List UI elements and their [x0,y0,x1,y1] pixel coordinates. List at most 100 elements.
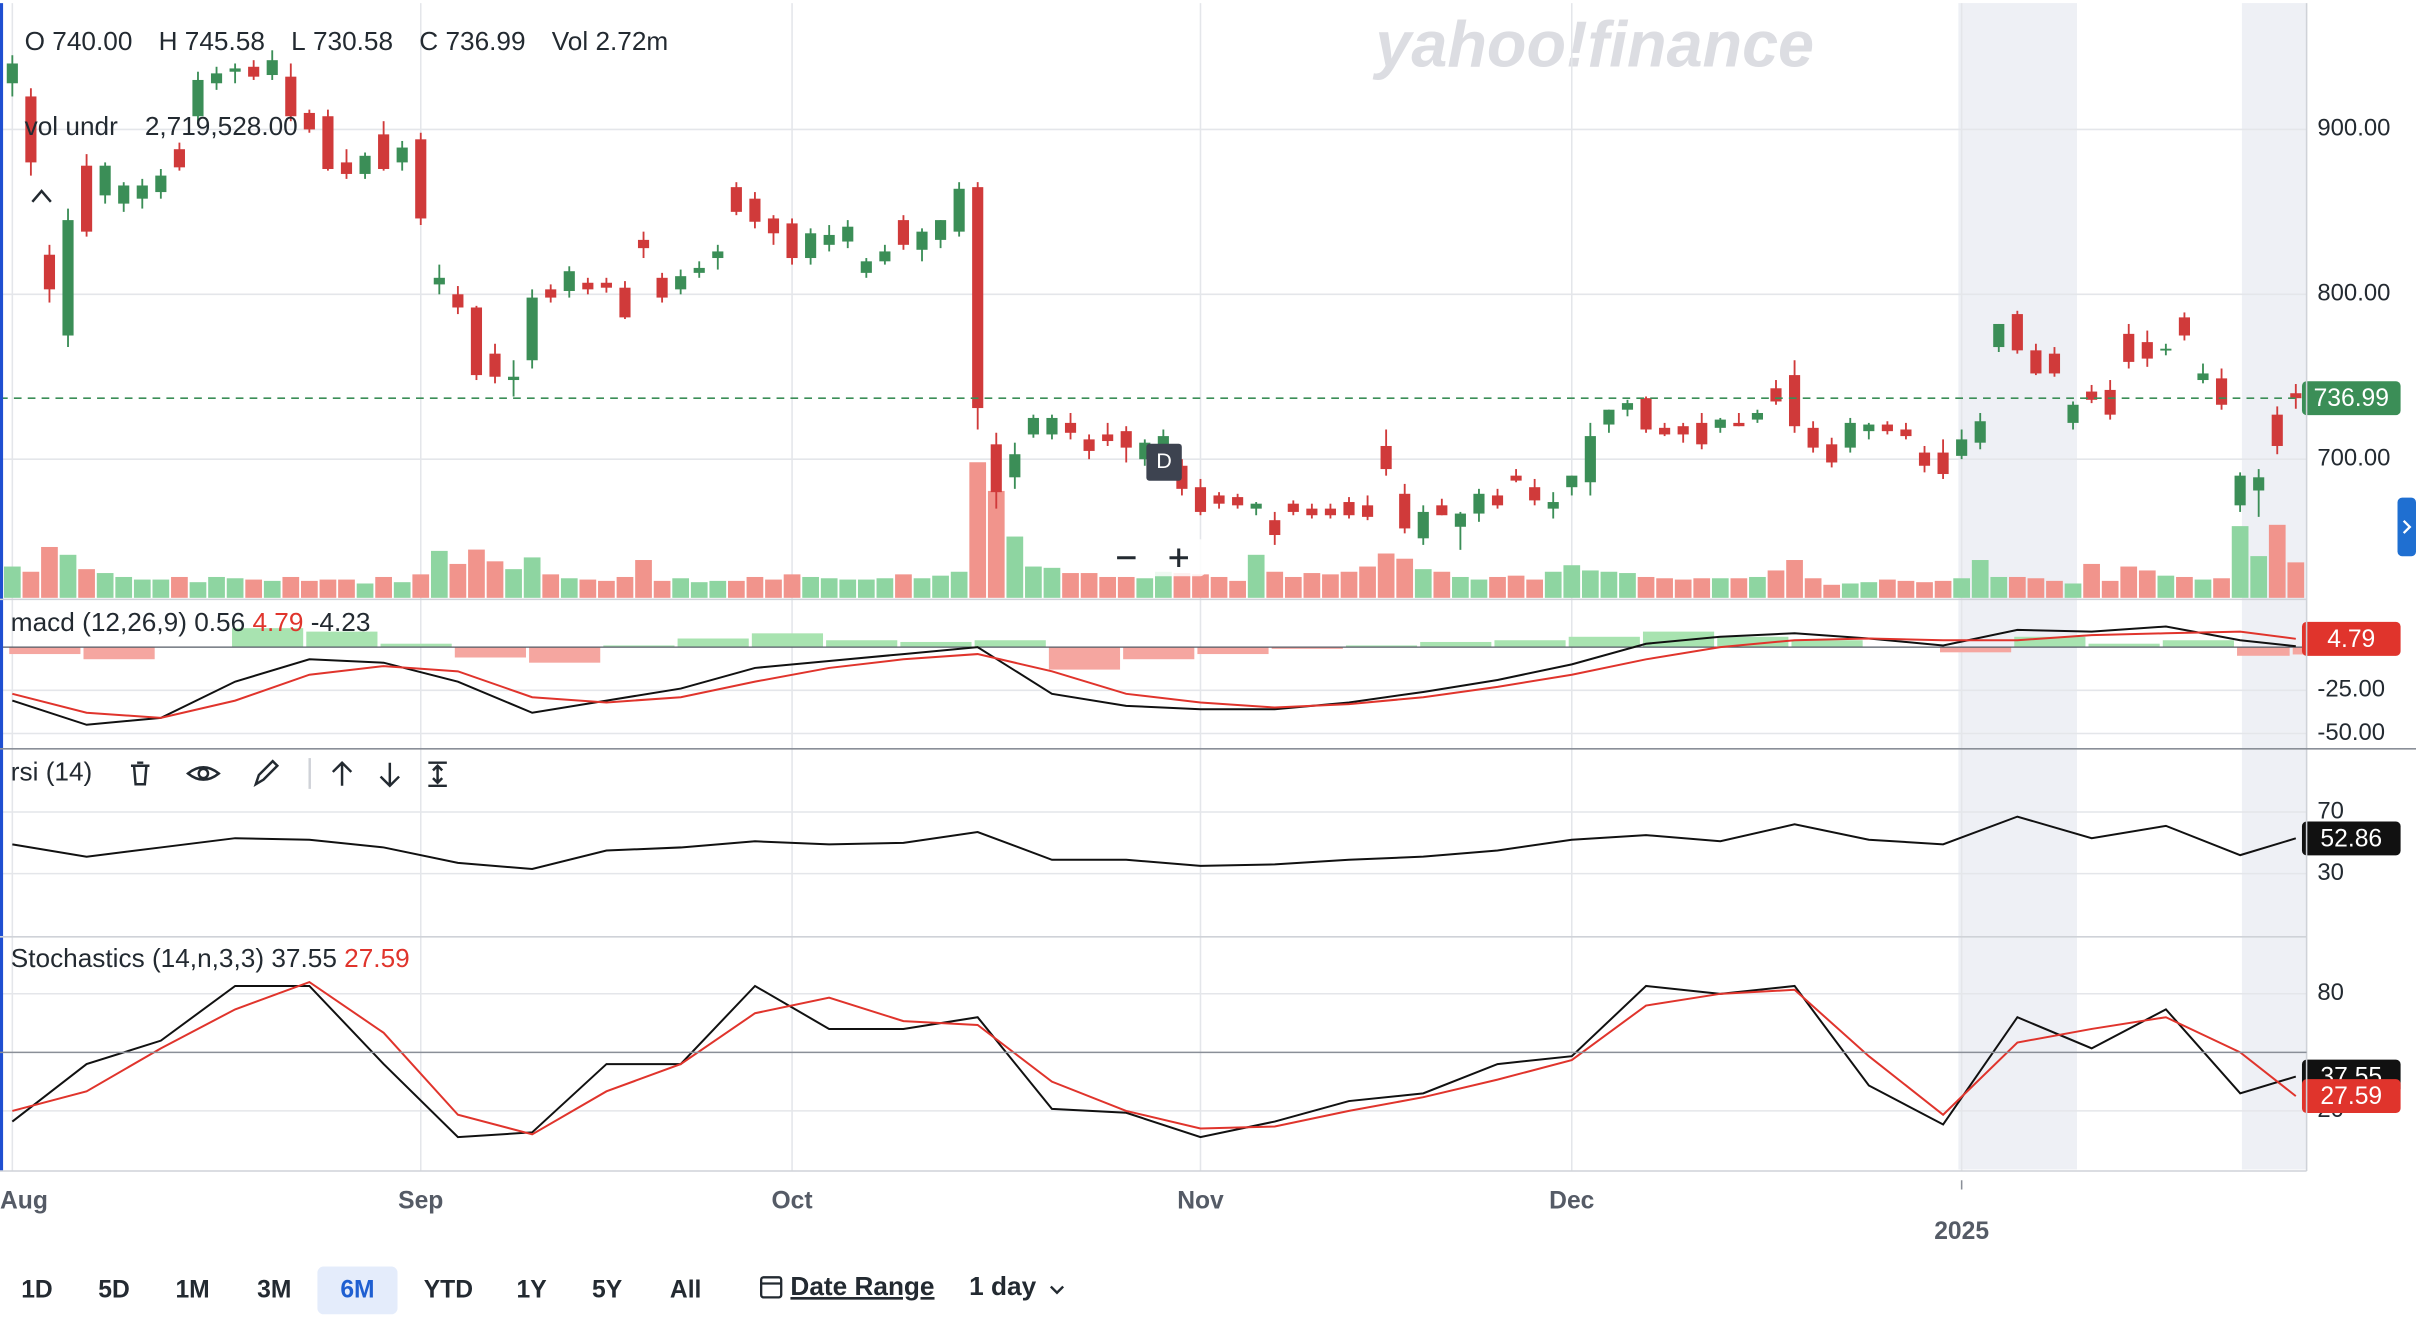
candle-body [1956,439,1968,456]
volume-bar [2064,583,2082,598]
volume-bar [2008,576,2026,598]
maximize-icon[interactable] [428,761,447,788]
legend-label: C [419,26,438,56]
range-button[interactable]: 3M [257,1277,291,1304]
histogram-bar [2292,647,2309,655]
range-button[interactable]: 6M [340,1277,374,1304]
candle-body [1993,323,2005,348]
candle-body [1881,424,1893,432]
ohlc-legend-text: O 740.00 H 745.58 L 730.58 C 736.99 Vol … [25,26,669,56]
candle-body [2067,404,2079,423]
volume-bar [226,578,244,598]
indicator-legend: Stochastics (14,n,3,3) 37.55 27.59 [11,943,410,973]
volume-bar [1953,578,1971,598]
candle-body [879,251,891,262]
candle-body [675,276,687,290]
event-marker[interactable] [1146,443,1182,481]
volume-bar [2176,576,2193,598]
volume-bar [1581,570,1599,598]
candle-body [2271,414,2283,446]
volume-bar [1693,578,1711,598]
volume-bar [1080,573,1098,598]
volume-bar [542,574,560,598]
candle-body [730,187,742,212]
range-button[interactable]: 5D [98,1277,130,1304]
candle-body [1287,503,1299,512]
volume-bar [1377,553,1395,598]
range-button[interactable]: 1M [175,1277,209,1304]
range-button[interactable]: 1Y [517,1277,548,1304]
watermark: yahoo!finance [1372,7,1814,80]
visibility-icon[interactable] [186,766,221,781]
candle-body [1027,417,1039,435]
interval-selector[interactable]: 1 day [969,1271,1036,1301]
volume-bar [1340,571,1358,598]
candle-body [1417,511,1429,539]
legend-value: 736.99 [445,26,525,56]
side-panel-tab[interactable] [2397,497,2416,557]
candle-body [285,76,297,117]
candle-body [990,444,1002,493]
candle-body [1510,475,1522,481]
volume-bar [375,576,392,598]
range-button[interactable]: 1D [21,1277,53,1304]
candle-body [545,289,557,298]
zoom-in[interactable] [1169,548,1188,568]
volume-bar [1210,576,1228,598]
volume-bar [2157,575,2175,598]
date-range-button[interactable]: Date Range [790,1271,934,1301]
range-button[interactable]: 5Y [592,1277,623,1304]
collapse-icon[interactable] [31,189,52,203]
indicator-line [12,630,2296,719]
histogram-bar [1568,636,1640,648]
histogram-bar [306,631,378,648]
candle-body [1176,465,1188,489]
indicator-line [12,625,2296,726]
volume-bar [1470,579,1488,598]
y-tick-label: 80 [2317,979,2344,1006]
indicator-legend: macd (12,26,9) 0.56 4.79 -4.23 [11,607,371,637]
candle-body [823,234,835,245]
volume-bar [1062,573,1079,598]
volume-bar [1879,579,1896,598]
value-tag-label: 27.59 [2320,1083,2382,1110]
indicator-legend: rsi (14) [11,756,92,786]
histogram-bar [9,647,81,655]
legend-value: 37.55 [271,943,337,973]
move-down-icon[interactable] [379,762,400,788]
candle-body [2160,348,2172,351]
volume-bar [1990,576,2008,598]
range-button[interactable]: YTD [424,1277,473,1304]
histogram-bar [529,647,601,663]
volume-bar [616,576,634,598]
candle-body [526,297,538,361]
candle-body [1603,409,1615,425]
volume-bar [449,563,467,598]
volume-bar [412,574,430,598]
candle-body [1343,502,1355,516]
range-button[interactable]: All [670,1277,702,1304]
volume-bar [22,571,40,598]
histogram-bar [83,647,155,660]
candle-body [508,376,520,381]
x-tick-label: Nov [1177,1187,1224,1214]
volume-bar [189,582,207,598]
volume-bar [1507,575,1525,598]
candle-body [2123,333,2135,362]
candle-body [359,155,371,174]
calendar-body [760,1276,783,1299]
delete-icon[interactable] [130,761,150,786]
candle-body [1064,422,1077,433]
candle-body [935,220,947,240]
legend-value: -4.23 [311,607,371,637]
event-marker-label: D [1156,448,1172,473]
candle-body [637,239,650,249]
move-up-icon[interactable] [331,760,353,786]
candle-body [192,79,204,117]
volume-bar [1934,580,1952,598]
edit-icon[interactable] [253,759,280,788]
candle-body [749,198,761,222]
volume-bar [282,576,300,598]
volume-bar [1043,567,1061,598]
